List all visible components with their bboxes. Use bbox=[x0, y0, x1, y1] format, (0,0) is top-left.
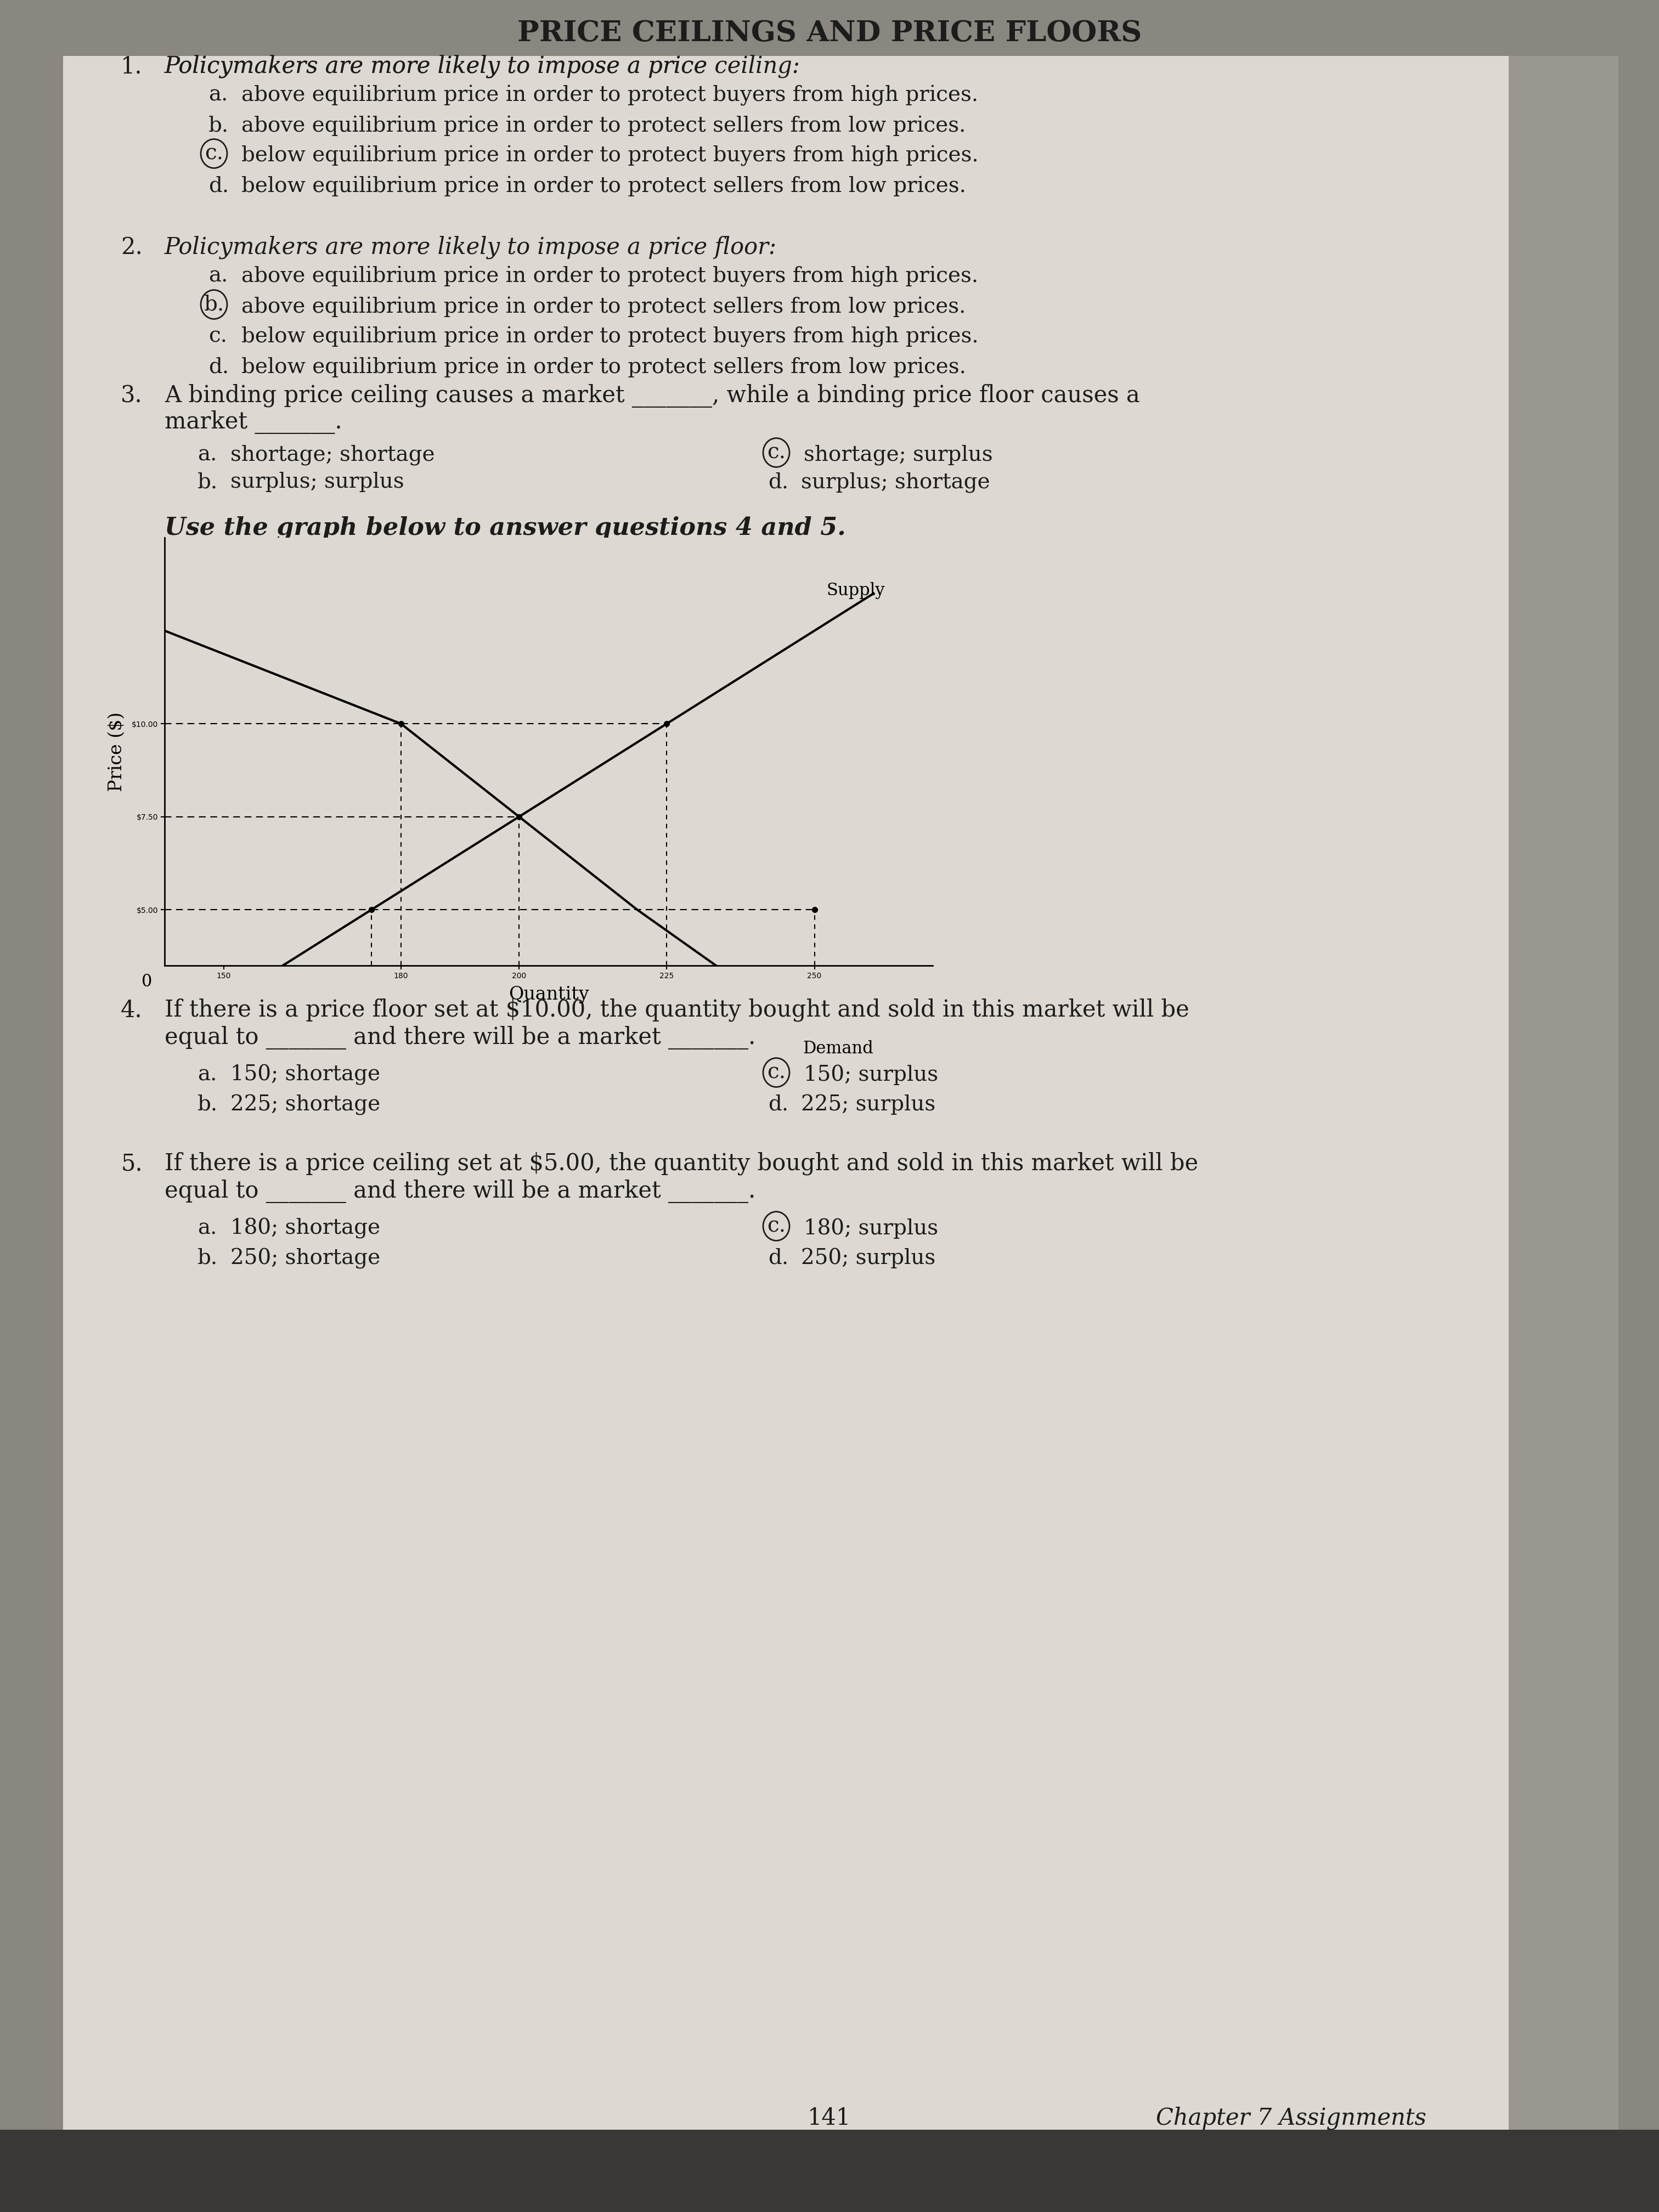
FancyBboxPatch shape bbox=[1508, 55, 1619, 2168]
Text: 225; shortage: 225; shortage bbox=[231, 1095, 380, 1115]
Text: Chapter 7 Assignments: Chapter 7 Assignments bbox=[1156, 2106, 1427, 2130]
Text: 180; shortage: 180; shortage bbox=[231, 1219, 380, 1239]
Text: above equilibrium price in order to protect buyers from high prices.: above equilibrium price in order to prot… bbox=[242, 84, 979, 106]
Text: above equilibrium price in order to protect buyers from high prices.: above equilibrium price in order to prot… bbox=[242, 265, 979, 288]
Text: 180; surplus: 180; surplus bbox=[803, 1219, 939, 1239]
Text: Policymakers are more likely to impose a price floor:: Policymakers are more likely to impose a… bbox=[164, 237, 776, 259]
Text: market _______.: market _______. bbox=[164, 411, 342, 434]
Text: A binding price ceiling causes a market _______, while a binding price floor cau: A binding price ceiling causes a market … bbox=[164, 385, 1140, 407]
FancyBboxPatch shape bbox=[0, 2130, 1659, 2212]
Text: 250; shortage: 250; shortage bbox=[231, 1248, 380, 1270]
Text: 150; surplus: 150; surplus bbox=[803, 1064, 939, 1084]
Text: d.: d. bbox=[209, 356, 229, 376]
Text: 150; shortage: 150; shortage bbox=[231, 1064, 380, 1086]
Text: b.: b. bbox=[204, 294, 224, 314]
Text: If there is a price floor set at $10.00, the quantity bought and sold in this ma: If there is a price floor set at $10.00,… bbox=[164, 998, 1190, 1022]
Text: If there is a price ceiling set at $5.00, the quantity bought and sold in this m: If there is a price ceiling set at $5.00… bbox=[164, 1152, 1198, 1175]
Y-axis label: Price ($): Price ($) bbox=[108, 712, 126, 792]
Text: a.: a. bbox=[197, 1064, 217, 1084]
Text: shortage; shortage: shortage; shortage bbox=[231, 445, 435, 465]
Text: b.: b. bbox=[197, 471, 217, 491]
X-axis label: Quantity: Quantity bbox=[508, 987, 589, 1004]
Text: b.: b. bbox=[209, 115, 229, 135]
Text: 250; surplus: 250; surplus bbox=[801, 1248, 936, 1270]
Text: c.: c. bbox=[209, 327, 227, 347]
Text: 0: 0 bbox=[141, 973, 153, 991]
Text: Demand: Demand bbox=[803, 1040, 873, 1057]
Text: 5.: 5. bbox=[121, 1152, 143, 1175]
Text: d.: d. bbox=[209, 175, 229, 197]
Text: equal to _______ and there will be a market _______.: equal to _______ and there will be a mar… bbox=[164, 1179, 755, 1203]
Text: a.: a. bbox=[209, 265, 227, 285]
Text: below equilibrium price in order to protect buyers from high prices.: below equilibrium price in order to prot… bbox=[242, 327, 979, 347]
Text: a.: a. bbox=[197, 1219, 217, 1239]
Text: below equilibrium price in order to protect sellers from low prices.: below equilibrium price in order to prot… bbox=[242, 175, 966, 197]
Text: d.: d. bbox=[768, 1095, 788, 1115]
Text: shortage; surplus: shortage; surplus bbox=[803, 445, 992, 465]
Text: b.: b. bbox=[197, 1248, 217, 1267]
Text: Policymakers are more likely to impose a price: Policymakers are more likely to impose a… bbox=[164, 55, 715, 77]
Text: Policymakers are more likely to impose a price ceiling:: Policymakers are more likely to impose a… bbox=[164, 55, 800, 77]
Text: 225; surplus: 225; surplus bbox=[801, 1095, 936, 1115]
Text: Supply: Supply bbox=[826, 582, 884, 599]
Text: d.: d. bbox=[768, 1248, 788, 1267]
Text: c.: c. bbox=[766, 442, 786, 462]
Text: d.: d. bbox=[768, 471, 788, 491]
Text: 4.: 4. bbox=[121, 998, 143, 1022]
Text: c.: c. bbox=[766, 1062, 786, 1082]
FancyBboxPatch shape bbox=[63, 55, 1508, 2168]
Text: below equilibrium price in order to protect buyers from high prices.: below equilibrium price in order to prot… bbox=[242, 146, 979, 166]
Text: above equilibrium price in order to protect sellers from low prices.: above equilibrium price in order to prot… bbox=[242, 115, 966, 135]
Text: below equilibrium price in order to protect sellers from low prices.: below equilibrium price in order to prot… bbox=[242, 356, 966, 378]
Text: surplus; surplus: surplus; surplus bbox=[231, 471, 405, 491]
Text: PRICE CEILINGS AND PRICE FLOORS: PRICE CEILINGS AND PRICE FLOORS bbox=[518, 20, 1141, 46]
Text: 1.: 1. bbox=[121, 55, 143, 77]
Text: surplus; shortage: surplus; shortage bbox=[801, 471, 990, 493]
Text: Use the graph below to answer questions 4 and 5.: Use the graph below to answer questions … bbox=[164, 515, 846, 540]
Text: c.: c. bbox=[204, 144, 224, 164]
Text: above equilibrium price in order to protect sellers from low prices.: above equilibrium price in order to prot… bbox=[242, 296, 966, 316]
Text: 141: 141 bbox=[808, 2106, 851, 2130]
Text: 2.: 2. bbox=[121, 237, 143, 259]
Text: b.: b. bbox=[197, 1095, 217, 1115]
Text: a.: a. bbox=[209, 84, 227, 106]
Text: 3.: 3. bbox=[121, 385, 143, 407]
Text: c.: c. bbox=[766, 1217, 786, 1237]
Text: equal to _______ and there will be a market _______.: equal to _______ and there will be a mar… bbox=[164, 1026, 755, 1048]
Text: a.: a. bbox=[197, 445, 217, 465]
